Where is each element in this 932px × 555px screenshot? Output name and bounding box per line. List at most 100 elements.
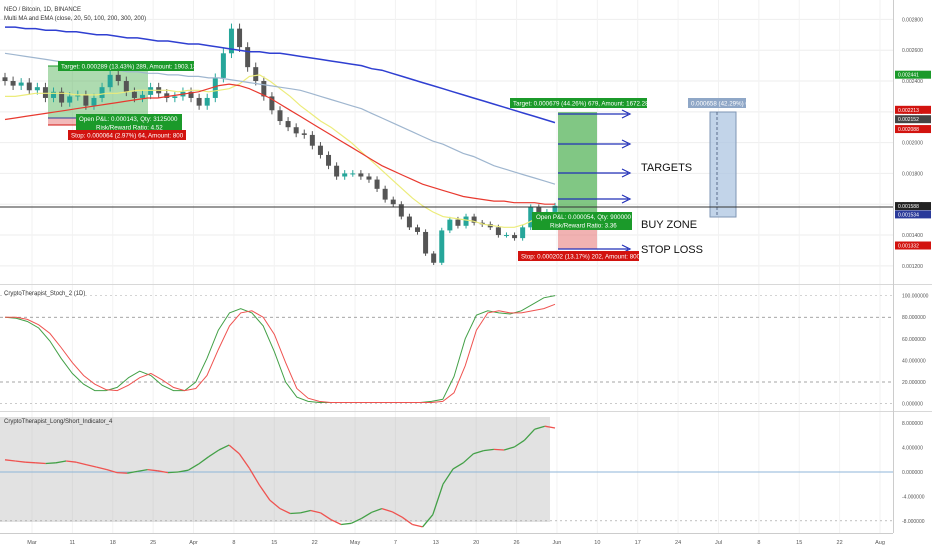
longshort-seg-45 [452,462,464,470]
trade1-rr-label: Risk/Reward Ratio: 4.52 [96,125,163,132]
longshort-seg-34 [341,522,352,526]
symbol-title: NEO / Bitcoin, 1D, BINANCE [4,7,81,13]
stoch-title[interactable]: CryptoTherapist_Stoch_2 (1D) [4,291,85,297]
annotation-stop-loss: STOP LOSS [641,244,703,256]
price-measure-box[interactable] [709,111,737,218]
candle-body-18 [148,87,154,95]
candle-body-61 [495,227,501,236]
price-tick-5: 0.001800 [902,171,923,177]
candle-body-33 [269,96,275,111]
candle-body-39 [317,145,323,155]
longshort-seg-19 [187,463,199,471]
time-label-18: 8 [757,540,760,546]
stoch-tick-5: 0.000000 [902,402,923,408]
trade1-profit-zone [48,66,148,118]
longshort-seg-40 [401,516,413,526]
price-tag-4: 0.001588 [898,204,919,210]
arrow-3-head [621,168,632,178]
candle-body-47 [382,188,388,200]
candle-body-4 [34,87,40,91]
longshort-seg-46 [462,453,474,464]
time-label-17: Jul [715,540,722,546]
longshort-seg-42 [422,514,434,528]
indicator-legend[interactable]: Multi MA and EMA (close, 20, 50, 100, 20… [4,16,146,22]
longshort-tick-1: 4.000000 [902,446,923,452]
stoch-tick-0: 100.000000 [902,294,929,300]
candle-body-46 [374,179,380,189]
candle-body-40 [326,154,332,166]
price-tick-8: 0.001200 [902,264,923,270]
longshort-seg-24 [238,453,250,469]
longshort-seg-51 [513,439,525,448]
candle-body-45 [366,176,372,180]
candle-body-63 [512,235,518,239]
price-axis[interactable]: 0.0028000.0026000.0024000.0022000.002000… [902,17,929,524]
candle-body-8 [67,96,73,103]
longshort-seg-22 [218,444,230,451]
trade2-pnl-label: Open P&L: 0.000054, Qty: 900000 [536,214,632,221]
longshort-seg-52 [523,428,536,441]
measure-label-bg [688,98,746,108]
longshort-seg-39 [391,511,403,518]
candle-body-29 [237,28,243,48]
longshort-seg-25 [248,467,261,486]
trade2-target-label-bg [510,98,647,108]
price-pane[interactable]: NEO / Bitcoin, 1D, BINANCE Multi MA and … [0,0,893,533]
candle-body-35 [285,121,291,128]
trade2-pnl-label-bg [532,212,632,230]
candle-body-27 [220,53,226,78]
stoch-line-0 [4,295,556,403]
arrow-1-head [621,109,632,119]
price-tag-1: 0.002213 [898,108,919,114]
candle-body-62 [503,235,509,237]
trade1-stop-label: Stop: 0.000064 (2.97%) 64, Amount: 800 [71,133,184,140]
longshort-seg-1 [4,459,16,462]
measure-label: 0.000658 (42.29%) 658 [691,101,756,108]
longshort-seg-6 [55,460,67,464]
arrow-4-head [621,194,632,204]
candle-body-54 [439,230,445,263]
candle-body-15 [123,81,129,92]
stoch-pane[interactable]: CryptoTherapist_Stoch_2 (1D) [0,291,893,404]
stoch-tick-4: 20.000000 [902,380,926,386]
time-label-2: 18 [110,540,116,546]
price-axis-tags: 0.002441 0.002213 0.002152 0.002088 0.001588… [895,70,931,250]
longshort-title[interactable]: CryptoTherapist_Long/Short_Indicator_4 [4,419,113,425]
longshort-seg-35 [351,517,362,524]
time-label-3: 25 [150,540,156,546]
candle-body-51 [415,227,420,232]
price-tag-bg-2 [895,115,931,124]
candle-body-49 [398,204,404,217]
longshort-seg-9 [86,464,97,468]
candle-body-38 [309,134,315,146]
price-tick-2: 0.002400 [902,79,923,85]
longshort-seg-31 [310,509,321,514]
longshort-seg-29 [290,512,301,515]
price-tag-bg-4 [895,202,931,211]
longshort-pane[interactable]: CryptoTherapist_Long/Short_Indicator_4 [0,417,893,528]
price-tag-0: 0.002441 [898,73,919,79]
candle-body-20 [164,93,170,98]
longshort-seg-18 [177,469,189,473]
candle-body-58 [471,216,477,223]
trade1-target-label: Target: 0.000289 (13.43%) 289, Amount: 1… [61,64,197,71]
arrow-2-head [621,139,632,149]
candle-body-32 [261,81,267,97]
longshort-lines [4,425,556,528]
price-tag-3: 0.002088 [898,127,919,133]
price-tick-4: 0.002000 [902,141,923,147]
time-axis[interactable]: Mar 11 18 25 Apr 8 15 22 May 7 13 20 26 Jun 10 17 24 Jul 8… [27,540,885,546]
time-label-1: 11 [70,540,76,546]
longshort-seg-8 [76,461,87,466]
candle-body-5 [42,87,48,98]
candle-body-9 [75,94,81,97]
longshort-seg-47 [473,449,484,455]
stoch-grid [0,295,893,404]
candle-body-12 [99,87,105,98]
candle-body-26 [212,77,218,98]
stoch-lines [4,295,556,403]
price-tick-7: 0.001400 [902,233,923,239]
candle-body-13 [107,74,113,88]
